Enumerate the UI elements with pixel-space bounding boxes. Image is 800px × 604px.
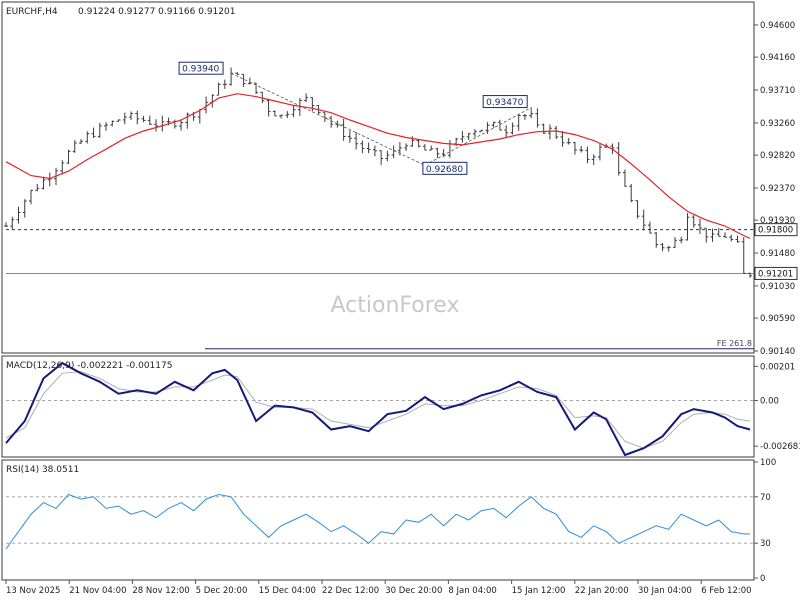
rsi-line [5,493,750,550]
swing-label-text: 0.93940 [182,65,219,75]
swing-label-box [422,161,468,175]
time-tick-label: 22 Dec 12:00 [322,586,379,596]
rsi-tick-label: 30 [760,539,771,549]
rsi-axis: 100 70 30 0 [6,458,776,584]
price-axis: 0.94600 0.94160 0.93710 0.93260 0.92820 0.923… [754,21,795,357]
price-tick-label: 0.94600 [760,21,795,31]
price-tick-label: 0.90140 [760,347,795,357]
time-tick-label: 28 Nov 12:00 [132,586,189,596]
swing-label-box [178,61,224,75]
watermark-text: ActionForex [331,293,460,318]
swing-label-text: 0.93470 [486,98,523,108]
level-value-box [754,266,798,280]
macd-axis: 0.00201 0.00 -0.002681 [6,362,800,452]
rsi-tick-label: 100 [760,458,776,468]
price-tick-label: 0.91930 [760,216,795,226]
level-value-box [754,223,798,237]
rsi-tick-label: 70 [760,493,771,503]
price-tick-label: 0.94160 [760,53,795,63]
time-tick-label: 15 Dec 04:00 [259,586,316,596]
level-value-label: 0.91800 [758,226,793,236]
macd-tick-label: 0.00201 [760,362,795,372]
price-tick-label: 0.90590 [760,314,795,324]
price-level-lines: 0.91800 0.91201 [6,223,798,280]
ohlc-label: 0.91224 0.91277 0.91166 0.91201 [78,7,235,17]
price-tick-label: 0.93260 [760,119,795,129]
swing-link [230,72,426,166]
level-value-label: 0.91201 [758,269,793,279]
rsi-panel-frame [1,459,755,581]
time-tick-label: 13 Nov 2025 [6,586,60,596]
price-panel-frame [1,1,755,354]
macd-tick-label: -0.002681 [760,442,800,452]
macd-main-line [5,361,751,457]
fe-line-group: FE 261.8 [205,339,754,350]
time-tick-label: 15 Jan 12:00 [512,586,566,596]
time-tick-label: 21 Nov 04:00 [69,586,126,596]
moving-average-line [5,93,751,239]
time-tick-label: 30 Jan 04:00 [638,586,692,596]
price-tick-label: 0.91480 [760,249,795,259]
swing-label-text: 0.92680 [426,165,463,175]
price-tick-label: 0.91030 [760,282,795,292]
macd-tick-label: 0.00 [760,397,779,407]
macd-title: MACD(12,26,9) -0.002221 -0.001175 [6,361,172,371]
rsi-title: RSI(14) 38.0511 [6,465,79,475]
time-tick-label: 8 Jan 04:00 [448,586,496,596]
swing-price-labels: 0.93940 0.93470 0.92680 [178,61,528,175]
macd-panel-frame [1,355,755,458]
symbol-label: EURCHF,H4 [6,7,58,17]
price-tick-label: 0.93710 [760,86,795,96]
time-tick-label: 30 Dec 20:00 [385,586,442,596]
swing-link [424,107,532,166]
time-tick-label: 22 Jan 20:00 [575,586,629,596]
fe-label: FE 261.8 [717,339,752,348]
time-tick-label: 5 Dec 20:00 [196,586,248,596]
price-tick-label: 0.92370 [760,184,795,194]
swing-trend-lines [230,72,532,166]
swing-label-box [482,95,528,109]
time-axis: 13 Nov 2025 21 Nov 04:00 28 Nov 12:00 5 Dec… [5,580,752,596]
time-tick-label: 6 Feb 12:00 [701,586,751,596]
rsi-tick-label: 0 [760,574,765,584]
price-tick-label: 0.92820 [760,151,795,161]
